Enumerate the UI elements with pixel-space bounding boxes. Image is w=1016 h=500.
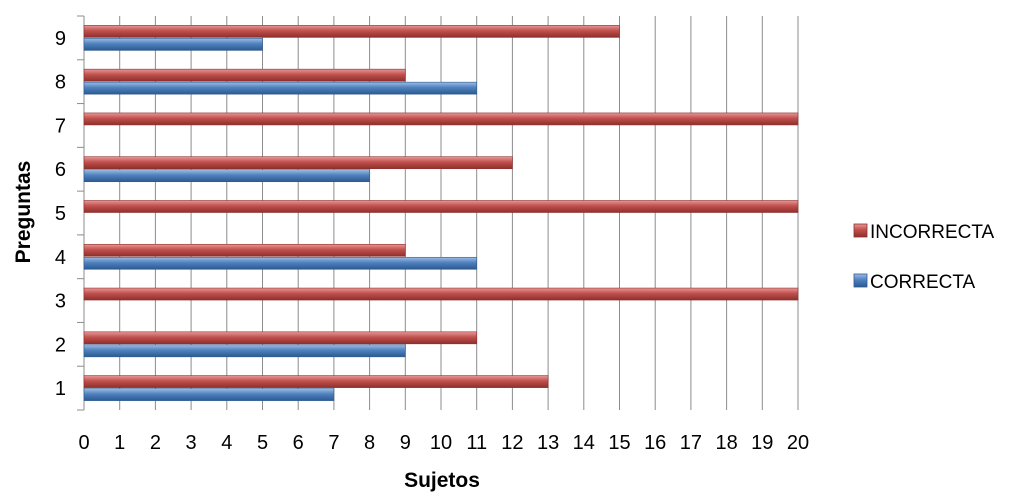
y-tick-label: 6 bbox=[55, 159, 66, 181]
axes bbox=[77, 15, 85, 411]
y-tick-label: 2 bbox=[55, 334, 66, 356]
y-tick-label: 5 bbox=[55, 203, 66, 225]
bar-incorrecta-3 bbox=[83, 287, 799, 301]
x-tick-labels: 0 1 2 3 4 5 6 7 8 9 10 11 12 13 14 15 16 17 18 19 20 bbox=[78, 432, 809, 454]
bar-correcta-9 bbox=[83, 38, 263, 51]
x-tick-label: 19 bbox=[751, 432, 773, 454]
gridlines bbox=[83, 16, 799, 410]
x-axis-title: Sujetos bbox=[404, 469, 480, 492]
legend-swatch-incorrecta bbox=[853, 223, 868, 238]
x-tick-label: 10 bbox=[430, 432, 452, 454]
x-tick-label: 0 bbox=[78, 432, 89, 454]
bar-incorrecta-9 bbox=[83, 25, 620, 38]
bars bbox=[83, 25, 799, 401]
y-tick-label: 4 bbox=[55, 247, 66, 269]
x-tick-label: 9 bbox=[400, 432, 411, 454]
bar-correcta-4 bbox=[83, 256, 478, 270]
bar-incorrecta-6 bbox=[83, 156, 513, 170]
y-tick-label: 8 bbox=[55, 72, 66, 94]
legend-label-correcta: CORRECTA bbox=[870, 272, 976, 293]
y-tick-label: 1 bbox=[55, 378, 66, 400]
x-tick-label: 6 bbox=[293, 432, 304, 454]
x-tick-label: 20 bbox=[787, 432, 809, 454]
bar-incorrecta-2 bbox=[83, 331, 478, 345]
x-tick-label: 7 bbox=[328, 432, 339, 454]
bar-incorrecta-5 bbox=[83, 200, 799, 213]
y-tick-labels: 1 2 3 4 5 6 7 8 9 bbox=[55, 28, 66, 400]
x-tick-label: 5 bbox=[257, 432, 268, 454]
y-tick-label: 7 bbox=[55, 115, 66, 137]
y-tick-label: 3 bbox=[55, 291, 66, 313]
bar-incorrecta-8 bbox=[83, 68, 406, 82]
bar-incorrecta-4 bbox=[83, 243, 406, 257]
x-tick-label: 8 bbox=[364, 432, 375, 454]
x-tick-label: 17 bbox=[680, 432, 702, 454]
x-tick-label: 11 bbox=[466, 432, 487, 454]
x-tick-label: 15 bbox=[608, 432, 630, 454]
legend-label-incorrecta: INCORRECTA bbox=[870, 222, 995, 243]
x-tick-label: 12 bbox=[501, 432, 523, 454]
x-tick-label: 3 bbox=[186, 432, 197, 454]
legend-swatch-correcta bbox=[853, 273, 868, 288]
x-tick-label: 16 bbox=[644, 432, 666, 454]
bar-incorrecta-7 bbox=[83, 112, 799, 126]
x-tick-label: 1 bbox=[114, 432, 125, 454]
y-axis-title: Preguntas bbox=[12, 161, 35, 264]
bar-correcta-6 bbox=[83, 169, 370, 183]
x-tick-label: 13 bbox=[537, 432, 559, 454]
bar-correcta-1 bbox=[83, 388, 335, 401]
bar-correcta-8 bbox=[83, 81, 478, 95]
legend: INCORRECTA CORRECTA bbox=[853, 222, 995, 293]
bar-incorrecta-1 bbox=[83, 375, 549, 388]
y-tick-label: 9 bbox=[55, 28, 66, 50]
x-tick-label: 18 bbox=[715, 432, 737, 454]
x-tick-label: 2 bbox=[150, 432, 161, 454]
bar-correcta-2 bbox=[83, 344, 406, 358]
x-tick-label: 14 bbox=[573, 432, 595, 454]
x-tick-label: 4 bbox=[221, 432, 232, 454]
